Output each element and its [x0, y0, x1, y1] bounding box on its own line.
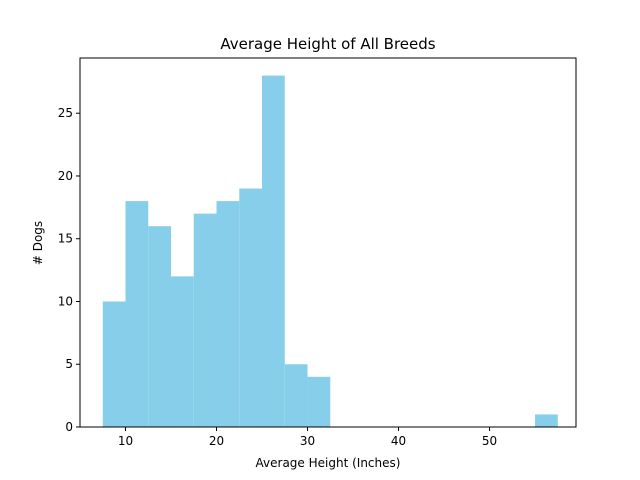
y-tick-label: 20 [58, 169, 73, 183]
x-tick-label: 20 [209, 434, 224, 448]
y-tick-label: 25 [58, 106, 73, 120]
x-tick-label: 50 [482, 434, 497, 448]
histogram-bar [171, 276, 194, 427]
histogram-bar [307, 376, 331, 427]
histogram-bar [148, 226, 172, 427]
x-axis-ticks: 10 20 30 40 50 [118, 427, 497, 448]
y-tick-label: 10 [58, 294, 73, 308]
y-tick-label: 15 [58, 232, 73, 246]
histogram-bar [262, 75, 285, 428]
plot-frame [79, 57, 577, 428]
y-tick-label: 0 [65, 420, 73, 434]
y-tick-label: 5 [65, 357, 73, 371]
x-tick-label: 40 [391, 434, 406, 448]
x-axis-label: Average Height (Inches) [256, 456, 401, 470]
x-tick-label: 30 [300, 434, 315, 448]
histogram-bar [193, 213, 217, 427]
histogram-bar [239, 188, 263, 427]
chart-title: Average Height of All Breeds [220, 35, 435, 53]
histogram-bar [216, 201, 240, 427]
x-tick-label: 10 [118, 434, 133, 448]
y-axis-label: # Dogs [31, 221, 45, 265]
histogram-bars [102, 75, 558, 428]
histogram-bar [125, 201, 149, 427]
histogram-bar [102, 301, 126, 427]
histogram-bar [535, 414, 558, 427]
histogram-bar [284, 364, 308, 427]
y-axis-ticks: 0 5 10 15 20 25 [58, 106, 80, 434]
